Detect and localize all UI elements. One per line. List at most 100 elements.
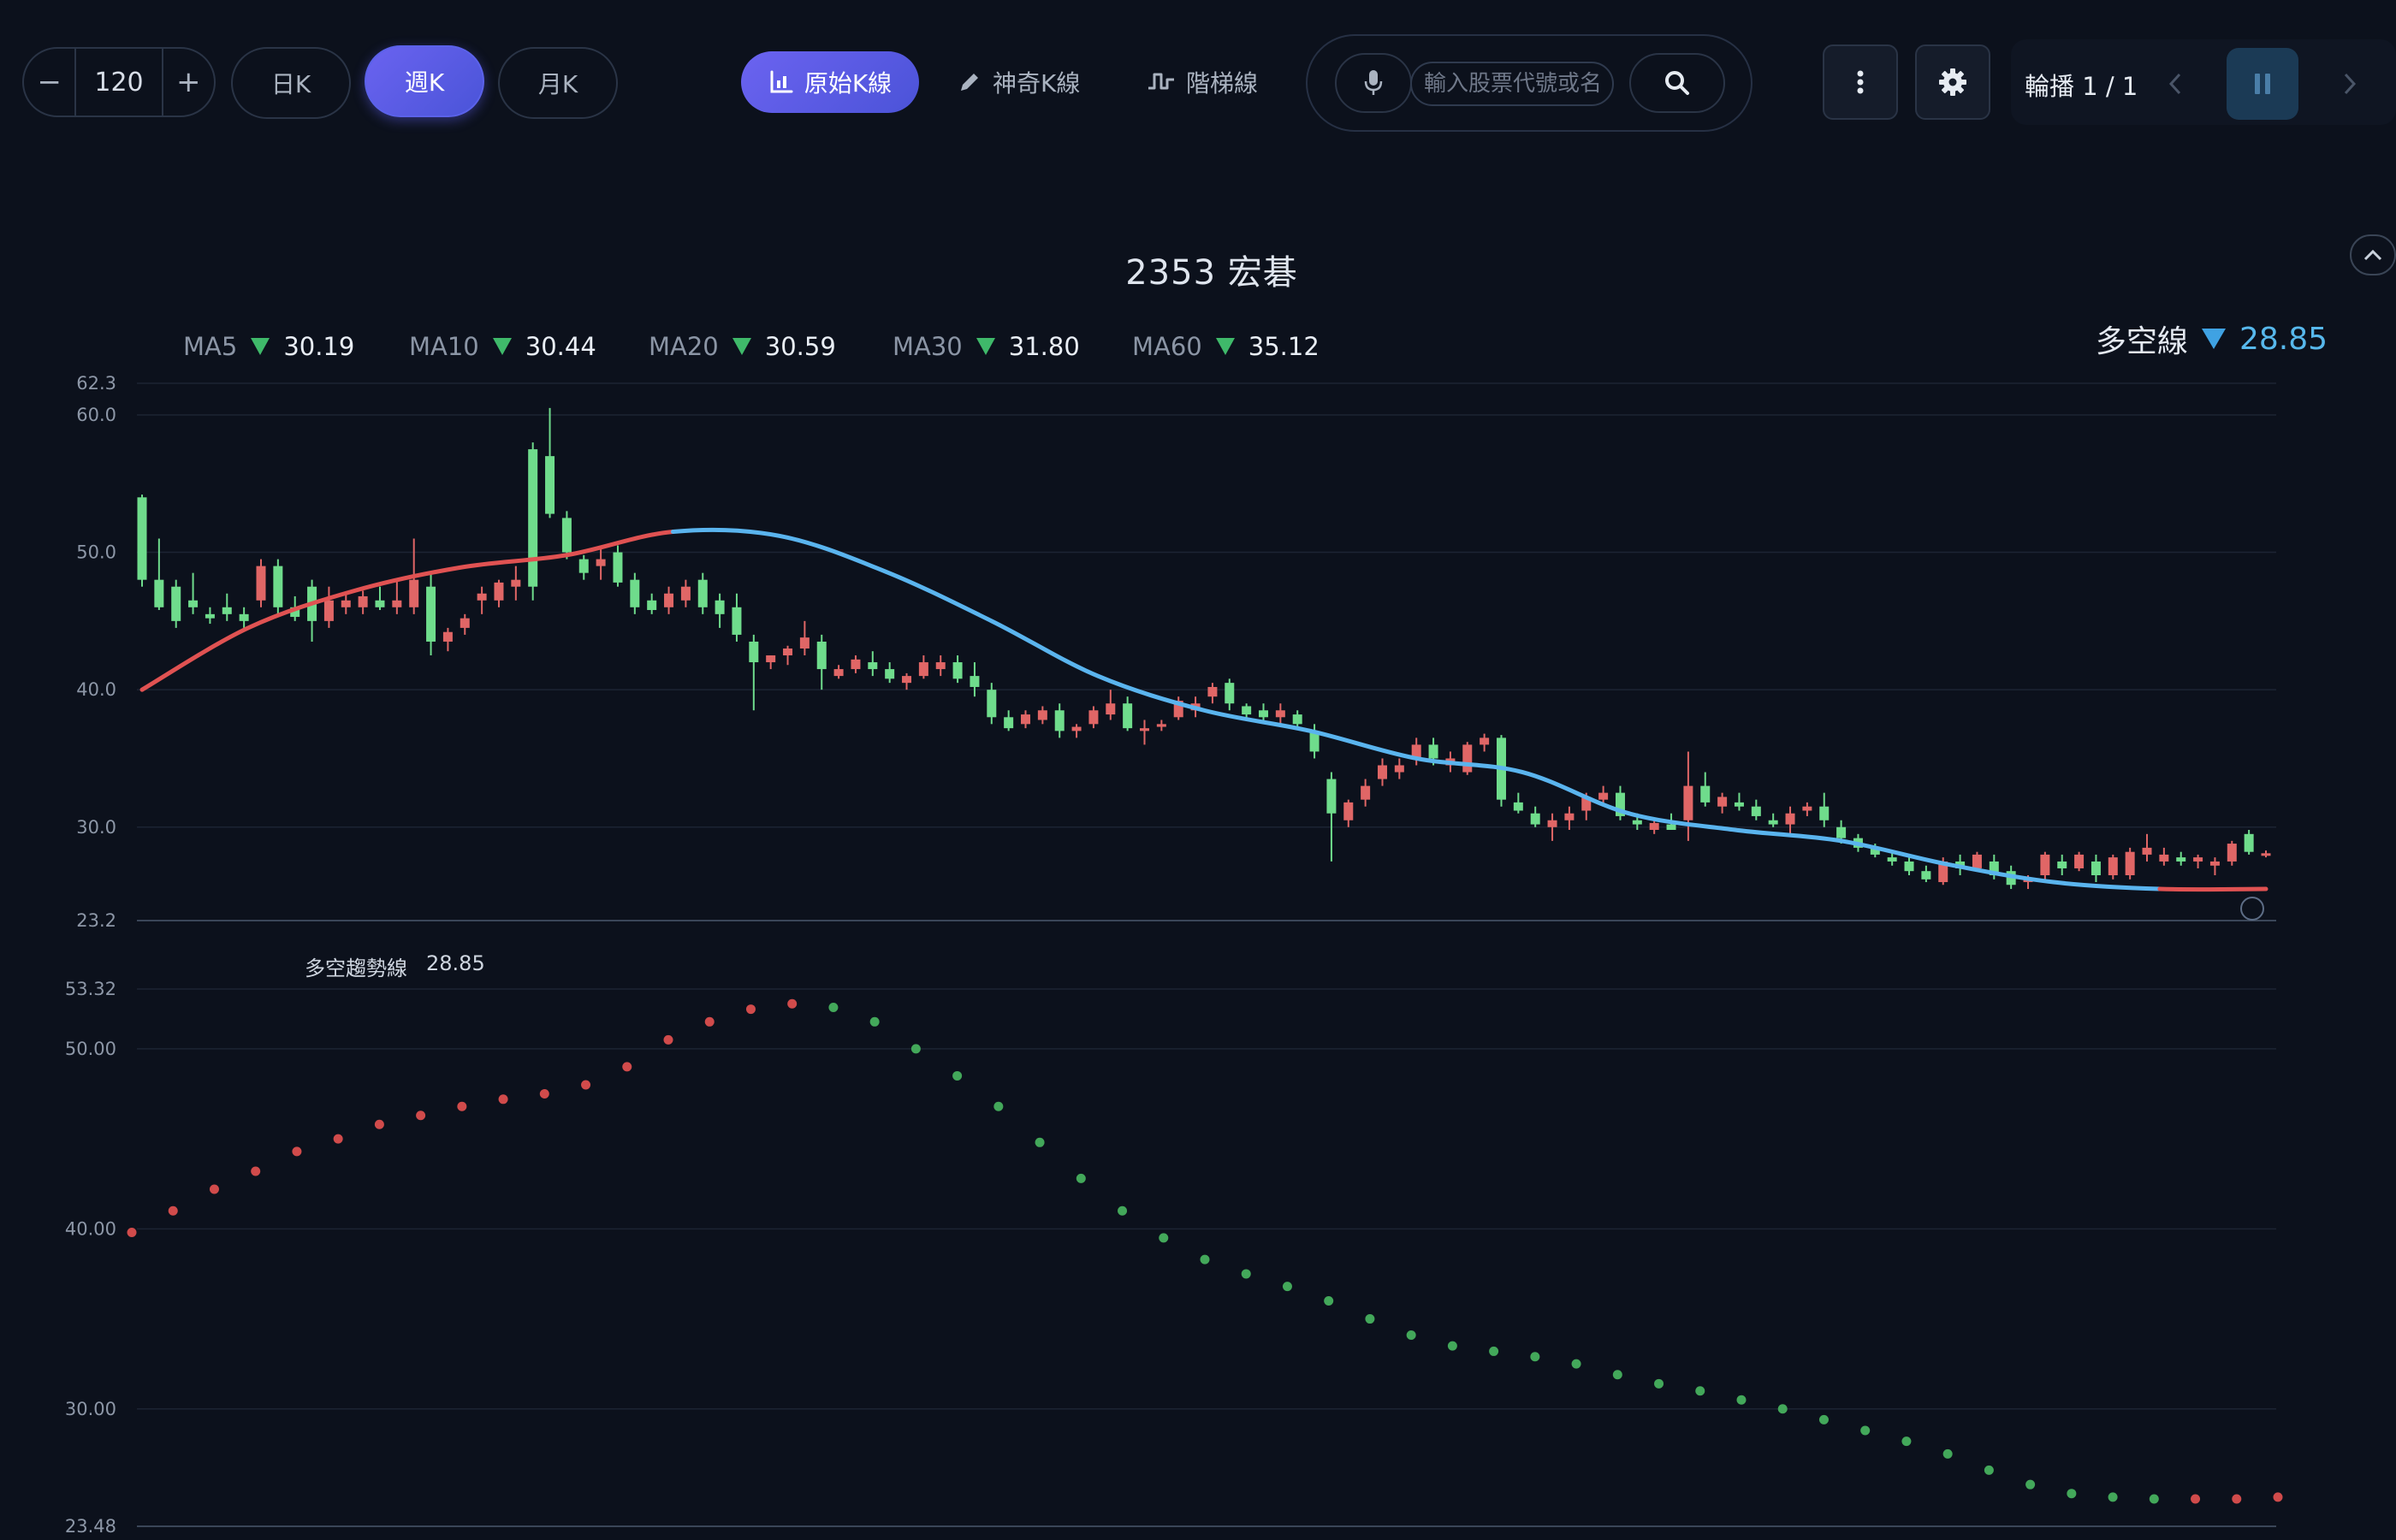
- down-triangle-icon: [2201, 329, 2226, 349]
- trend-dot: [869, 1016, 880, 1027]
- candle-body: [680, 586, 691, 601]
- candle-body: [2057, 861, 2067, 868]
- candle-body: [1207, 686, 1218, 697]
- sub-chart-legend: 多空趨勢線 28.85: [305, 951, 485, 981]
- candle-body: [1258, 710, 1268, 718]
- step-line-icon: [1148, 73, 1174, 90]
- period-weekly-button[interactable]: 週K: [365, 45, 484, 117]
- chevron-left-icon: [2168, 73, 2181, 95]
- candle-body: [1870, 847, 1880, 855]
- candle-body: [154, 579, 164, 607]
- more-menu-button[interactable]: [1823, 44, 1898, 120]
- candle-body: [1938, 861, 1948, 883]
- candle-body: [528, 449, 538, 587]
- trend-dot: [1530, 1352, 1540, 1362]
- candle-body: [613, 552, 623, 583]
- search-group: [1306, 34, 1753, 132]
- mode-raw-kline-button[interactable]: 原始K線: [741, 51, 919, 113]
- candle-body: [442, 631, 453, 642]
- candle-body: [358, 595, 368, 607]
- search-button[interactable]: [1629, 53, 1725, 113]
- candle-body: [868, 662, 878, 670]
- crosshair-marker: [2240, 897, 2264, 921]
- trend-dot: [292, 1146, 302, 1157]
- candle-body: [1836, 826, 1847, 838]
- trend-dot: [1118, 1205, 1128, 1216]
- period-daily-button[interactable]: 日K: [231, 47, 351, 119]
- count-value[interactable]: 120: [74, 49, 163, 116]
- candle-body: [715, 600, 725, 614]
- stock-search-input[interactable]: [1410, 62, 1614, 106]
- trend-dot: [2025, 1479, 2036, 1490]
- candle-body: [1904, 861, 1914, 872]
- candle-body: [2159, 854, 2169, 862]
- candle-body: [273, 566, 283, 607]
- sub-chart-legend-name: 多空趨勢線: [305, 957, 407, 980]
- trend-dot: [2191, 1494, 2201, 1504]
- mode-step-line-button[interactable]: 階梯線: [1147, 51, 1258, 113]
- candle-body: [1106, 703, 1116, 715]
- candle-body: [1547, 820, 1557, 827]
- ma10-name: MA10: [409, 332, 479, 361]
- rotation-pause-button[interactable]: [2227, 48, 2298, 120]
- trend-dot: [1406, 1330, 1416, 1340]
- ma5-name: MA5: [183, 332, 238, 361]
- trend-dot: [1365, 1314, 1375, 1324]
- increase-button[interactable]: +: [176, 65, 201, 99]
- y-tick-label: 62.3: [76, 373, 116, 394]
- settings-button[interactable]: [1915, 44, 1990, 120]
- trend-dot: [2149, 1494, 2159, 1504]
- ma10-legend: MA10 30.44: [409, 332, 596, 361]
- stock-title: 2353 宏碁: [1125, 253, 1298, 293]
- candle-body: [171, 586, 181, 621]
- candle-body: [561, 518, 572, 553]
- trend-dot: [1076, 1173, 1086, 1183]
- trend-dot: [127, 1228, 137, 1238]
- candle-body: [2040, 854, 2050, 875]
- ma10-value: 30.44: [525, 332, 596, 361]
- candle-body: [1734, 802, 1744, 807]
- more-vertical-icon: [1857, 70, 1864, 94]
- trend-dot: [581, 1080, 591, 1090]
- chart-bars-icon: [770, 70, 793, 93]
- count-stepper: − 120 +: [22, 47, 216, 117]
- mode-magic-kline-button[interactable]: 神奇K線: [957, 51, 1080, 113]
- trend-dot: [1942, 1448, 1953, 1459]
- trend-dot: [416, 1111, 426, 1121]
- trend-dot: [952, 1070, 963, 1081]
- candle-body: [1377, 765, 1387, 779]
- down-triangle-icon: [976, 338, 995, 355]
- candle-body: [323, 600, 334, 621]
- candle-body: [1021, 714, 1031, 725]
- decrease-button[interactable]: −: [37, 65, 62, 99]
- trend-dot: [457, 1101, 467, 1111]
- candle-body: [1411, 744, 1421, 759]
- candle-body: [1717, 797, 1728, 807]
- candle-body: [1428, 744, 1438, 759]
- candle-body: [833, 669, 844, 677]
- candle-body: [1615, 792, 1625, 816]
- gear-icon: [1939, 68, 1966, 96]
- chevron-right-icon: [2344, 73, 2357, 95]
- candle-body: [2209, 861, 2220, 866]
- candle-body: [2261, 853, 2271, 856]
- rotation-next-button[interactable]: [2333, 60, 2367, 108]
- candle-body: [290, 607, 300, 618]
- candle-body: [477, 593, 487, 601]
- candle-body: [766, 655, 776, 663]
- candle-body: [511, 579, 521, 587]
- candle-body: [460, 618, 470, 628]
- trend-dot: [663, 1034, 673, 1045]
- y-tick-label: 30.00: [65, 1399, 116, 1419]
- candle-body: [1683, 785, 1693, 820]
- collapse-button[interactable]: [2350, 234, 2396, 275]
- pencil-icon: [961, 74, 978, 91]
- candle-body: [1581, 797, 1592, 811]
- candle-body: [1802, 806, 1812, 811]
- period-monthly-button[interactable]: 月K: [498, 47, 618, 119]
- y-tick-label: 30.0: [76, 817, 116, 838]
- y-tick-label: 23.2: [76, 910, 116, 931]
- rotation-prev-button[interactable]: [2158, 60, 2192, 108]
- candle-body: [664, 593, 674, 607]
